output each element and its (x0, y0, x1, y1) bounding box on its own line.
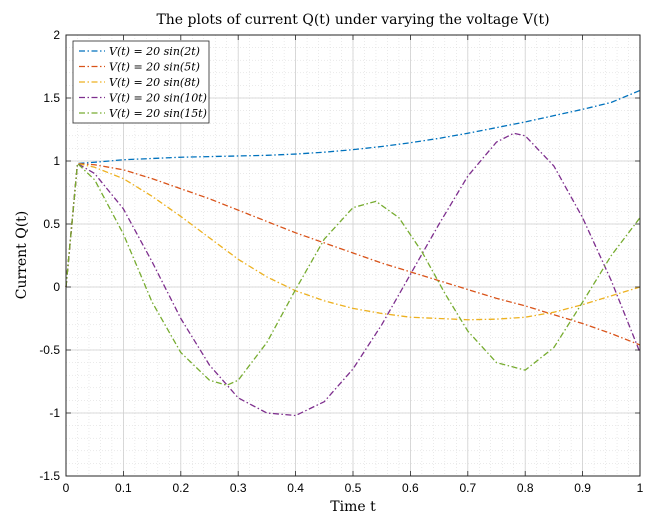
x-axis-label: Time t (330, 499, 376, 515)
x-tick-label: 0.2 (172, 481, 189, 495)
y-axis: -1.5 -1 -0.5 0 0.5 1 1.5 2 (39, 28, 640, 483)
x-tick-label: 1 (637, 481, 644, 495)
legend-label-4: V(t) = 20 sin(10t) (109, 92, 207, 105)
series-line-4 (65, 132, 641, 417)
x-tick-label: 0 (63, 481, 70, 495)
series-line-1 (65, 89, 641, 288)
legend-label-5: V(t) = 20 sin(15t) (109, 107, 207, 120)
y-tick-label: 0.5 (43, 217, 60, 231)
legend-label-3: V(t) = 20 sin(8t) (109, 76, 200, 89)
y-tick-label: -1.5 (39, 469, 60, 483)
x-tick-label: 0.7 (459, 481, 476, 495)
x-axis: 0 0.1 0.2 0.3 0.4 0.5 0.6 0.7 0.8 0.9 1 (63, 35, 644, 495)
legend-label-2: V(t) = 20 sin(5t) (109, 61, 200, 74)
y-tick-label: -1 (49, 406, 60, 420)
series-line-2 (65, 162, 641, 346)
y-tick-label: 2 (53, 28, 60, 42)
y-tick-label: 0 (53, 280, 60, 294)
series-layer (65, 89, 641, 417)
legend-label-1: V(t) = 20 sin(2t) (109, 45, 200, 58)
series-line-3 (65, 162, 641, 321)
x-tick-label: 0.4 (287, 481, 304, 495)
x-tick-label: 0.1 (115, 481, 132, 495)
y-tick-label: -0.5 (39, 343, 60, 357)
y-tick-label: 1.5 (43, 91, 60, 105)
legend: V(t) = 20 sin(2t) V(t) = 20 sin(5t) V(t) =… (72, 40, 210, 124)
x-tick-label: 0.9 (574, 481, 591, 495)
x-tick-label: 0.6 (402, 481, 419, 495)
chart-title: The plots of current Q(t) under varying … (156, 12, 549, 28)
y-tick-label: 1 (53, 154, 60, 168)
x-tick-label: 0.8 (517, 481, 534, 495)
y-axis-label: Current Q(t) (14, 211, 30, 300)
x-tick-label: 0.3 (230, 481, 247, 495)
x-tick-label: 0.5 (345, 481, 362, 495)
